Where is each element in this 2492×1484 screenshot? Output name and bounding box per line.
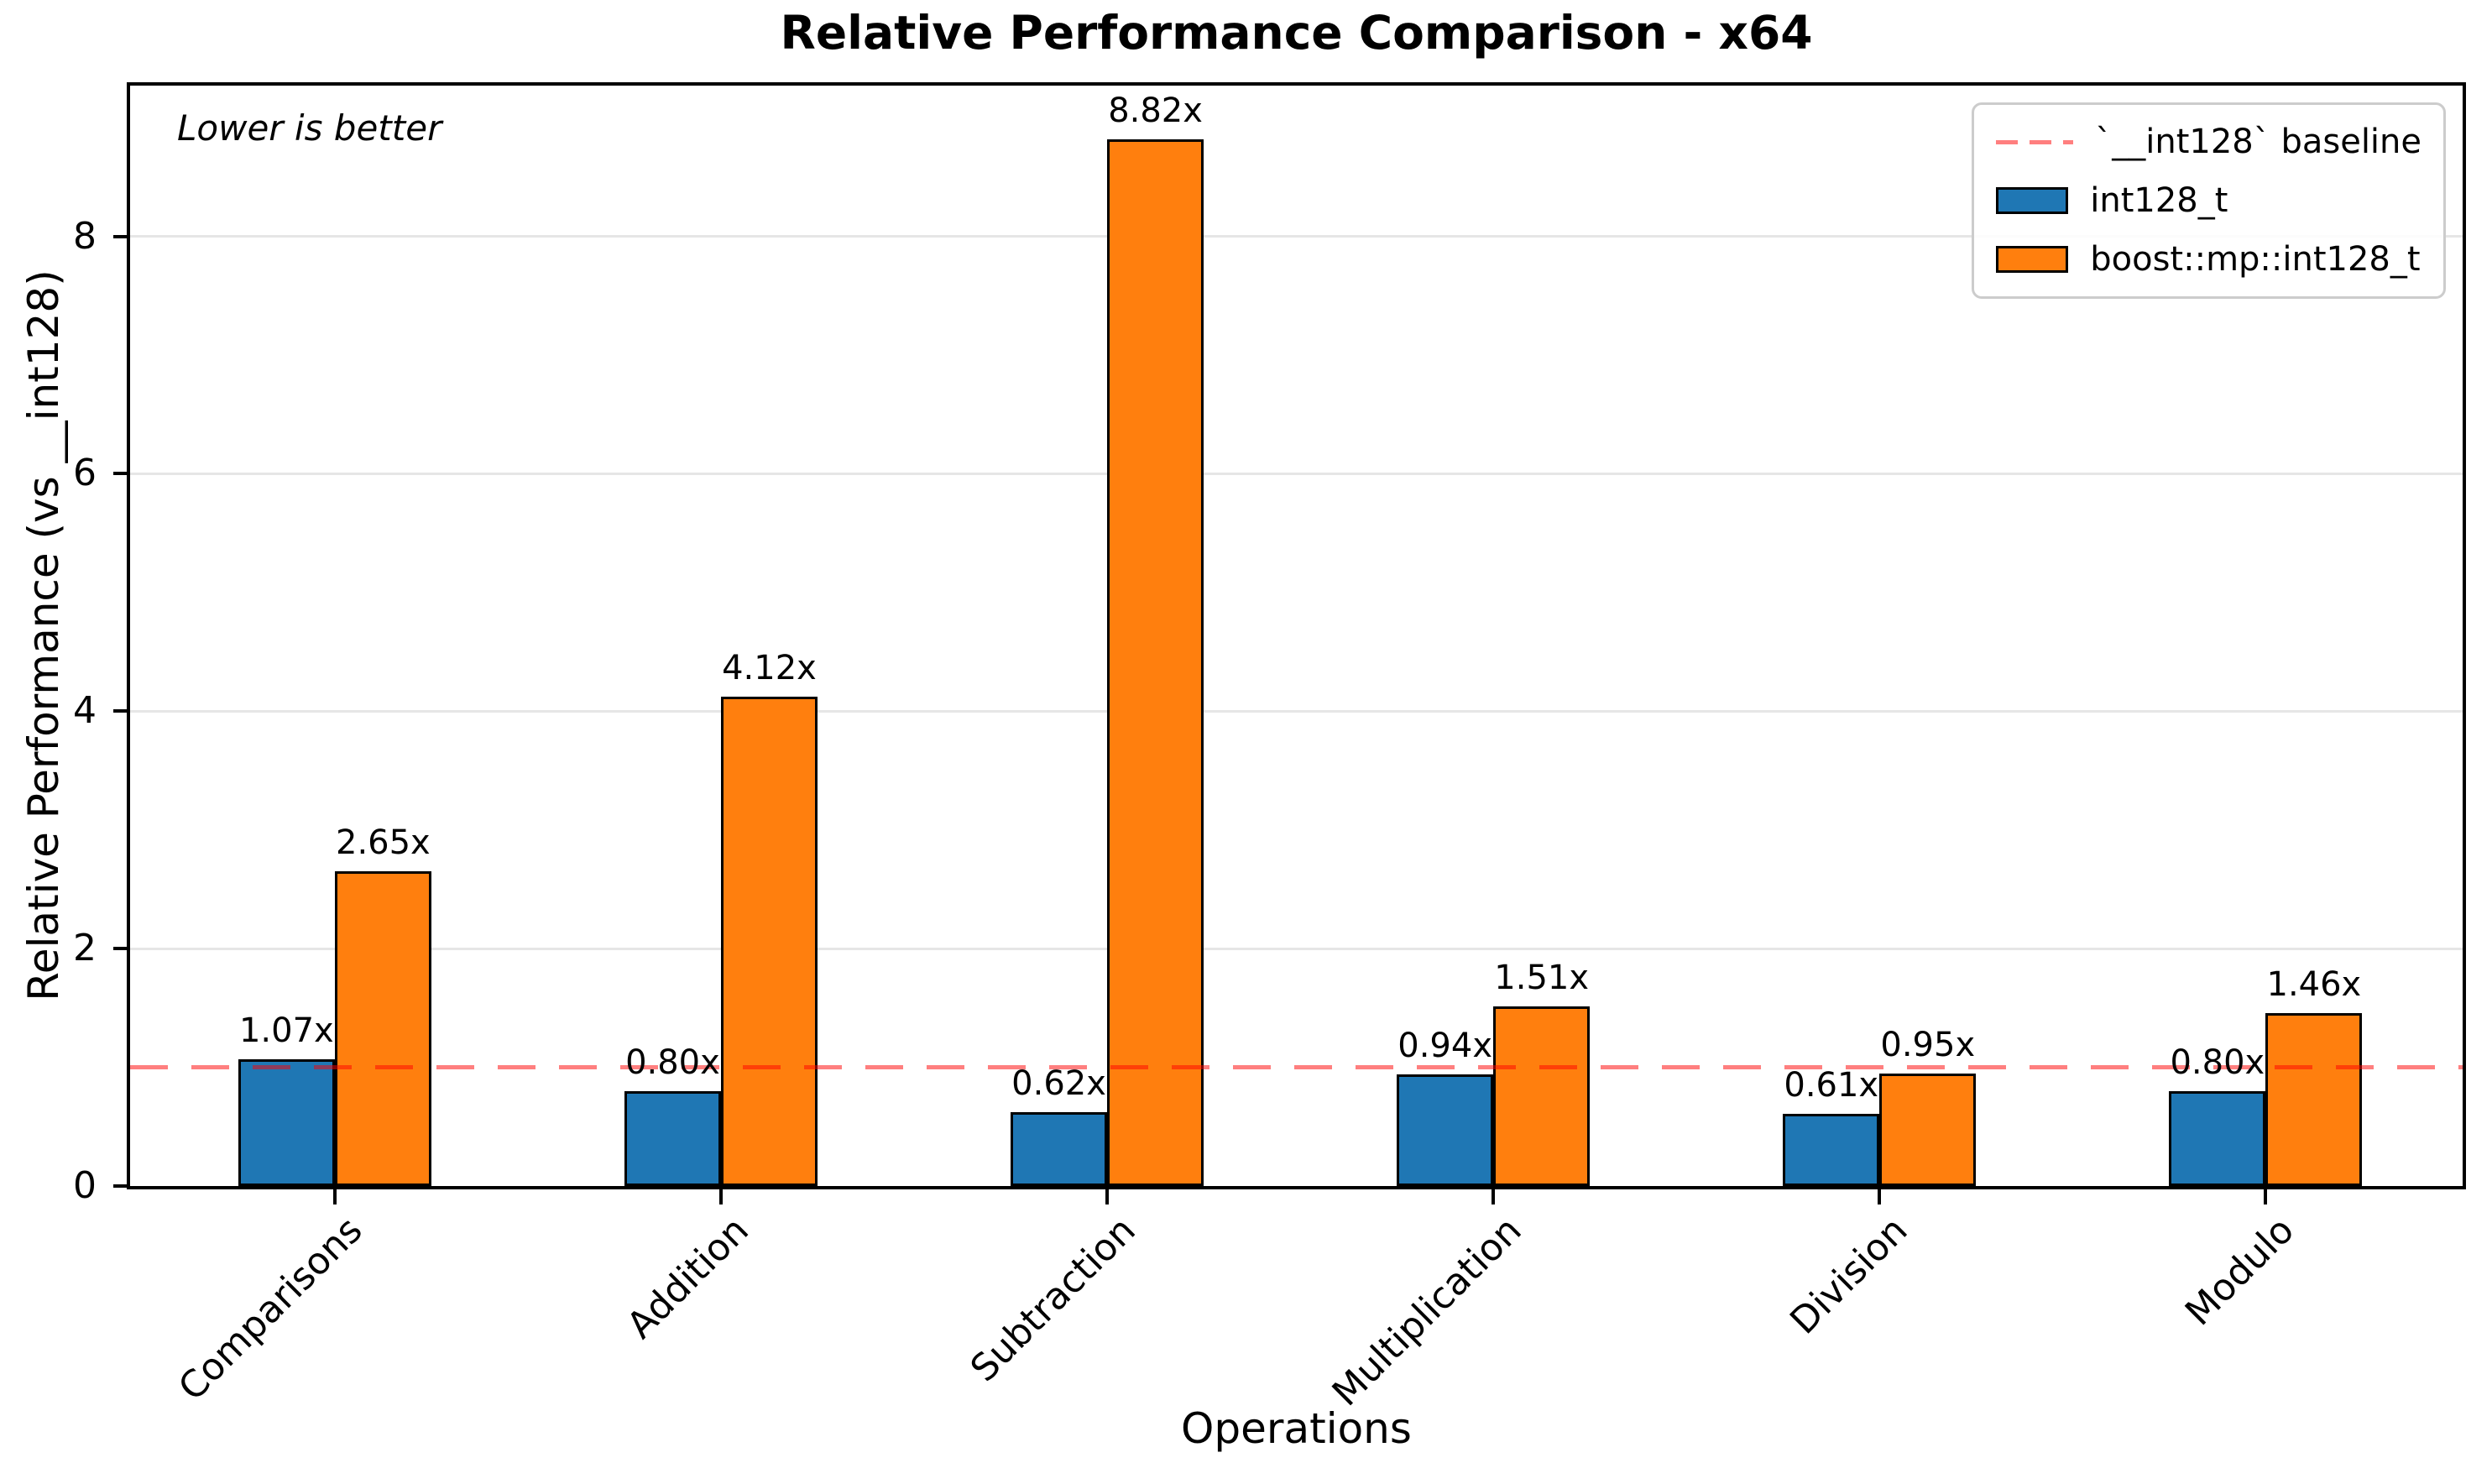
bar-boost::mp::int128_t-Modulo bbox=[2265, 1012, 2363, 1186]
y-tick-mark-8 bbox=[113, 234, 127, 238]
bar-int128_t-Division bbox=[1783, 1113, 1880, 1186]
y-tick-label-8: 8 bbox=[73, 214, 97, 258]
bar-value-label-boost::mp::int128_t-Comparisons: 2.65x bbox=[335, 823, 431, 863]
bar-int128_t-Subtraction bbox=[1011, 1112, 1108, 1186]
legend-row-baseline: `__int128` baseline bbox=[1996, 120, 2421, 164]
x-tick-mark-0 bbox=[332, 1186, 337, 1204]
bar-int128_t-Addition bbox=[624, 1090, 721, 1186]
y-tick-label-6: 6 bbox=[73, 452, 97, 495]
y-tick-label-4: 4 bbox=[73, 689, 97, 733]
bar-int128_t-Multiplication bbox=[1397, 1074, 1494, 1186]
x-tick-label-3: Multiplication bbox=[1324, 1209, 1530, 1415]
y-axis-label: Relative Performance (vs __int128) bbox=[19, 269, 68, 1001]
bar-boost::mp::int128_t-Subtraction bbox=[1107, 138, 1204, 1186]
y-tick-mark-4 bbox=[113, 709, 127, 713]
x-axis-label: Operations bbox=[1181, 1404, 1412, 1453]
gridline-y4 bbox=[130, 709, 2463, 713]
lower-is-better-annotation: Lower is better bbox=[177, 107, 442, 149]
bar-value-label-boost::mp::int128_t-Multiplication: 1.51x bbox=[1494, 959, 1590, 998]
bar-boost::mp::int128_t-Comparisons bbox=[334, 871, 431, 1186]
y-tick-mark-6 bbox=[113, 472, 127, 476]
bar-value-label-int128_t-Multiplication: 0.94x bbox=[1398, 1027, 1492, 1066]
legend-label-int128_t: int128_t bbox=[2090, 181, 2228, 220]
legend-row-boost: boost::mp::int128_t bbox=[1996, 238, 2421, 281]
series1-swatch-icon bbox=[1996, 187, 2069, 214]
baseline-line bbox=[130, 1065, 2463, 1070]
bar-value-label-int128_t-Modulo: 0.80x bbox=[2170, 1042, 2265, 1082]
y-tick-mark-2 bbox=[113, 947, 127, 951]
gridline-y8 bbox=[130, 235, 2463, 238]
bar-value-label-boost::mp::int128_t-Modulo: 1.46x bbox=[2266, 964, 2362, 1004]
bar-int128_t-Comparisons bbox=[238, 1058, 335, 1186]
x-tick-mark-2 bbox=[1105, 1186, 1110, 1204]
bar-int128_t-Modulo bbox=[2169, 1090, 2266, 1186]
bar-boost::mp::int128_t-Addition bbox=[720, 697, 818, 1186]
chart-title: Relative Performance Comparison - x64 bbox=[780, 6, 1813, 60]
gridline-y2 bbox=[130, 947, 2463, 950]
x-tick-label-5: Modulo bbox=[2176, 1209, 2302, 1335]
x-tick-mark-5 bbox=[2264, 1186, 2268, 1204]
legend-label-boost: boost::mp::int128_t bbox=[2090, 240, 2421, 279]
x-tick-mark-4 bbox=[1878, 1186, 1882, 1204]
bar-value-label-int128_t-Subtraction: 0.62x bbox=[1011, 1064, 1106, 1104]
bar-value-label-boost::mp::int128_t-Division: 0.95x bbox=[1880, 1025, 1976, 1064]
series2-swatch-icon bbox=[1996, 246, 2069, 273]
x-tick-label-4: Division bbox=[1782, 1209, 1916, 1343]
bar-value-label-boost::mp::int128_t-Subtraction: 8.82x bbox=[1108, 91, 1203, 130]
y-tick-mark-0 bbox=[113, 1184, 127, 1188]
x-tick-label-0: Comparisons bbox=[170, 1209, 372, 1409]
x-tick-label-1: Addition bbox=[619, 1209, 758, 1347]
x-tick-label-2: Subtraction bbox=[962, 1209, 1144, 1391]
legend-row-int128_t: int128_t bbox=[1996, 179, 2421, 222]
bar-value-label-int128_t-Addition: 0.80x bbox=[625, 1042, 720, 1082]
gridline-y6 bbox=[130, 472, 2463, 475]
y-tick-label-2: 2 bbox=[73, 927, 97, 970]
bar-boost::mp::int128_t-Multiplication bbox=[1493, 1006, 1591, 1186]
baseline-dash-icon bbox=[1996, 139, 2074, 144]
legend: `__int128` baseline int128_t boost::mp::… bbox=[1972, 102, 2446, 299]
bar-boost::mp::int128_t-Division bbox=[1879, 1073, 1977, 1186]
plot-area: 1.07x 0.80x 0.62x 0.94x 0.61x 0.80x 2.65x 4.12x… bbox=[73, 82, 2466, 1414]
x-tick-mark-1 bbox=[718, 1186, 723, 1204]
y-tick-label-0: 0 bbox=[73, 1164, 97, 1207]
bar-value-label-int128_t-Comparisons: 1.07x bbox=[238, 1011, 334, 1050]
x-tick-mark-3 bbox=[1492, 1186, 1496, 1204]
bar-value-label-boost::mp::int128_t-Addition: 4.12x bbox=[722, 649, 817, 688]
bar-value-label-int128_t-Division: 0.61x bbox=[1784, 1065, 1879, 1105]
legend-label-baseline: `__int128` baseline bbox=[2095, 123, 2421, 161]
